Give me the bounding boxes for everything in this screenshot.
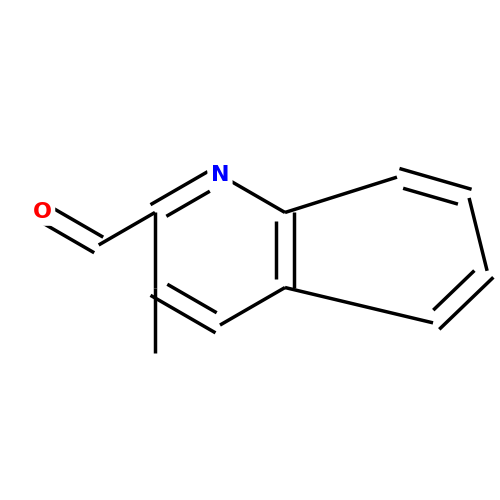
Text: O: O	[33, 202, 52, 222]
Text: N: N	[211, 165, 229, 185]
